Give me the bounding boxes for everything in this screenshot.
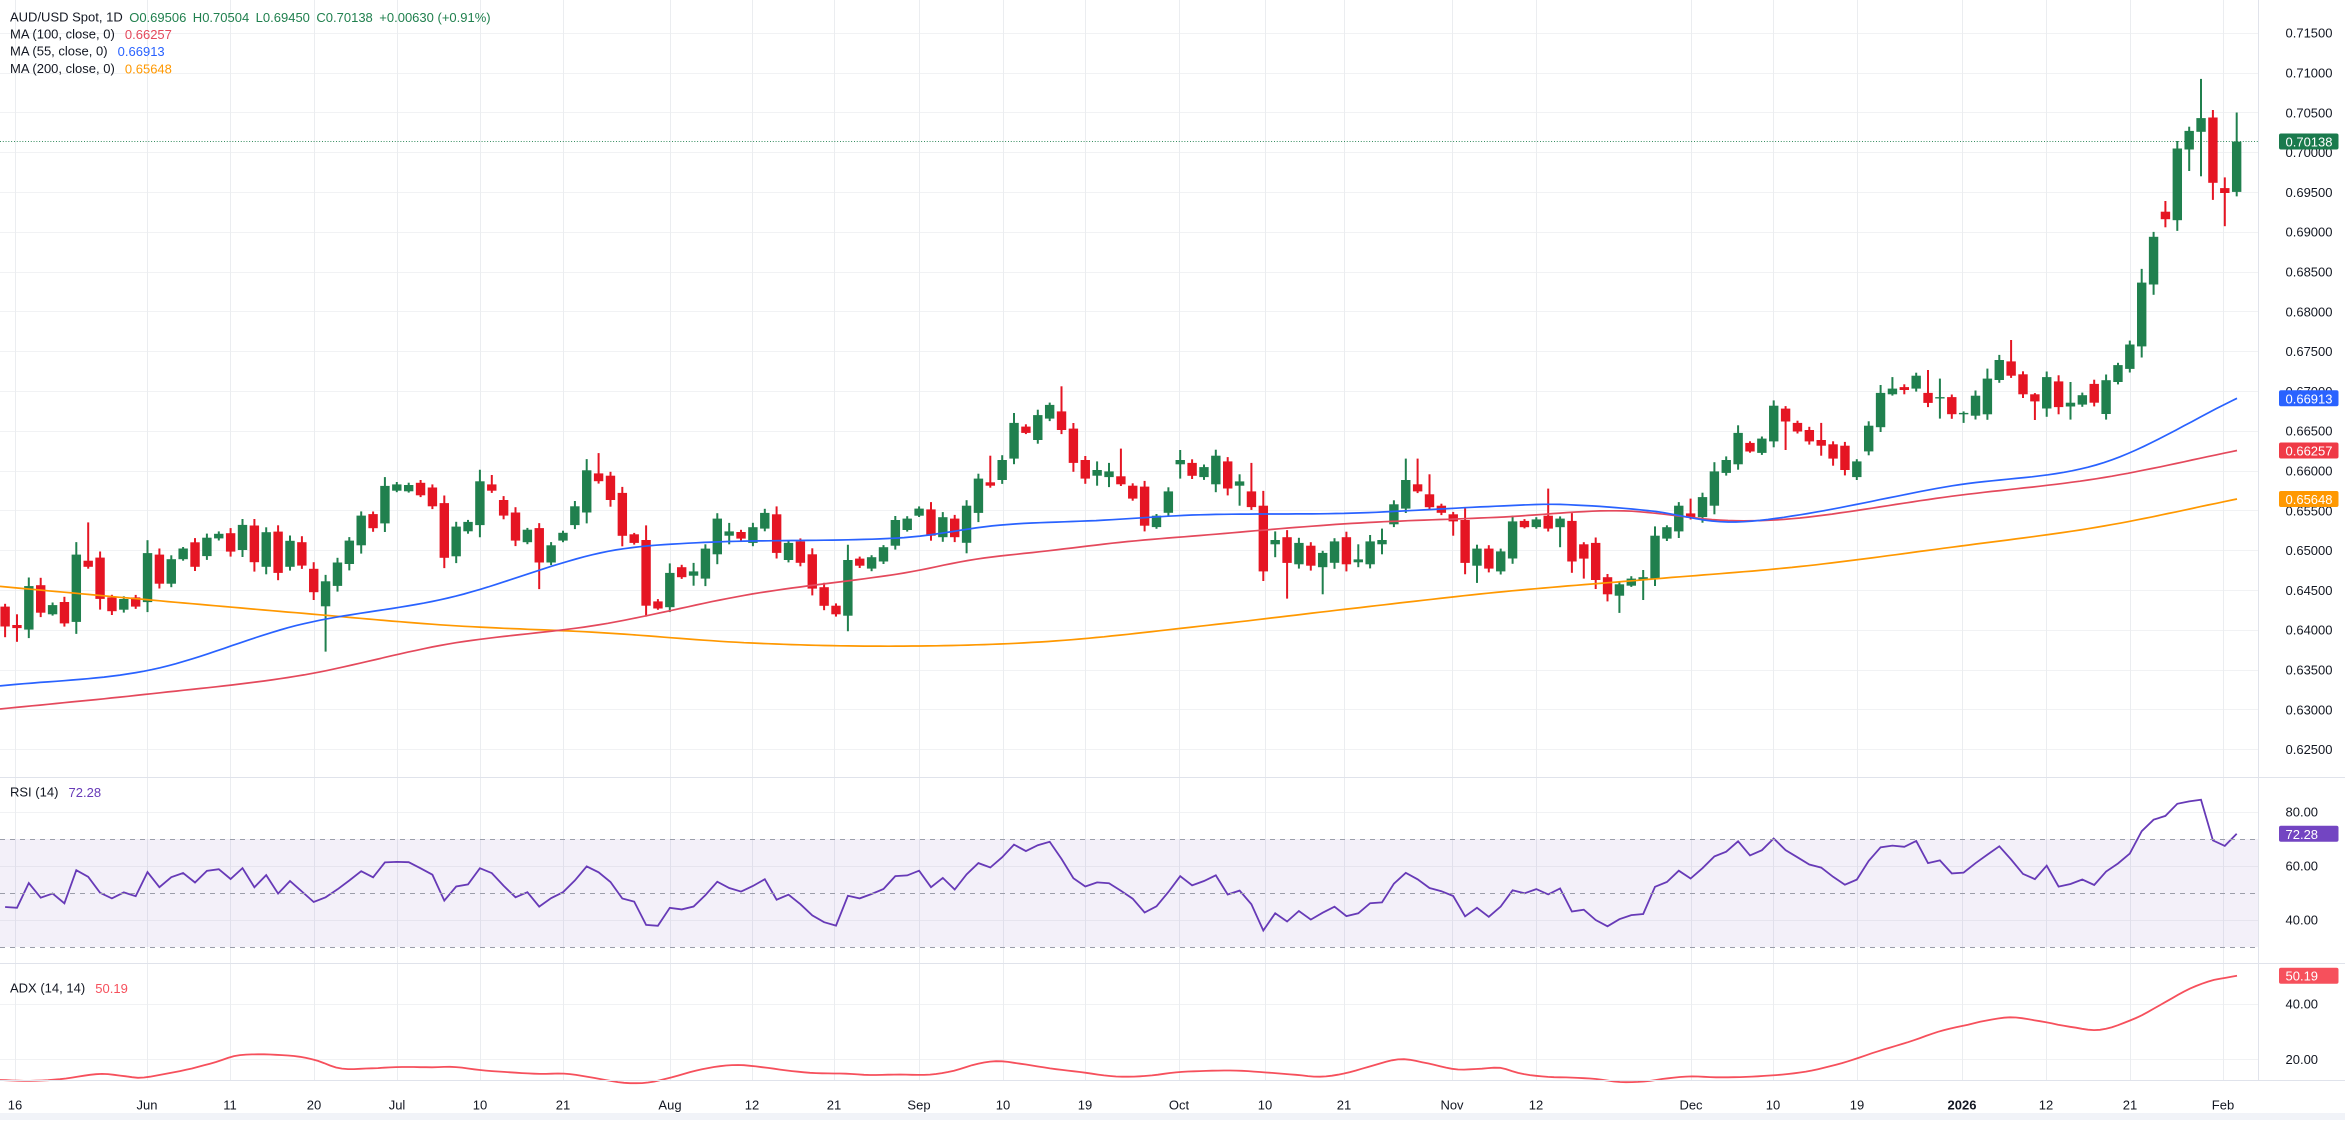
svg-text:MA (200, close, 0) 0.65648: MA (200, close, 0) 0.65648 [10,61,172,76]
svg-text:Nov: Nov [1440,1098,1464,1113]
svg-text:0.68500: 0.68500 [2286,265,2333,280]
svg-text:0.64000: 0.64000 [2286,623,2333,638]
svg-text:0.71000: 0.71000 [2286,66,2333,81]
svg-text:0.66000: 0.66000 [2286,464,2333,479]
svg-text:20.00: 20.00 [2286,1052,2319,1067]
svg-text:60.00: 60.00 [2286,859,2319,874]
svg-text:21: 21 [1337,1098,1351,1113]
svg-text:21: 21 [827,1098,841,1113]
svg-text:21: 21 [556,1098,570,1113]
svg-text:Jun: Jun [137,1098,158,1113]
svg-text:0.63500: 0.63500 [2286,663,2333,678]
svg-text:0.71500: 0.71500 [2286,26,2333,41]
svg-text:50.19: 50.19 [2286,969,2319,984]
svg-text:Dec: Dec [1679,1098,1703,1113]
svg-text:0.62500: 0.62500 [2286,742,2333,757]
svg-text:10: 10 [1258,1098,1272,1113]
svg-text:19: 19 [1850,1098,1864,1113]
svg-text:0.70138: 0.70138 [2286,135,2333,150]
svg-text:0.68000: 0.68000 [2286,304,2333,319]
svg-text:0.65000: 0.65000 [2286,543,2333,558]
svg-text:80.00: 80.00 [2286,805,2319,820]
svg-text:0.69500: 0.69500 [2286,185,2333,200]
svg-text:10: 10 [1766,1098,1780,1113]
svg-text:Oct: Oct [1169,1098,1190,1113]
svg-text:12: 12 [1529,1098,1543,1113]
svg-text:0.66500: 0.66500 [2286,424,2333,439]
svg-text:72.28: 72.28 [2286,827,2319,842]
svg-text:0.67500: 0.67500 [2286,344,2333,359]
svg-text:40.00: 40.00 [2286,913,2319,928]
svg-text:0.65648: 0.65648 [2286,492,2333,507]
svg-text:Aug: Aug [658,1098,681,1113]
svg-text:40.00: 40.00 [2286,997,2319,1012]
svg-text:0.70500: 0.70500 [2286,105,2333,120]
svg-text:Sep: Sep [907,1098,930,1113]
svg-text:MA (55, close, 0) 0.66913: MA (55, close, 0) 0.66913 [10,44,165,59]
svg-text:10: 10 [996,1098,1010,1113]
svg-text:20: 20 [307,1098,321,1113]
svg-text:12: 12 [745,1098,759,1113]
svg-text:2026: 2026 [1948,1098,1977,1113]
svg-text:12: 12 [2039,1098,2053,1113]
svg-text:Feb: Feb [2212,1098,2234,1113]
svg-text:0.64500: 0.64500 [2286,583,2333,598]
svg-text:19: 19 [1078,1098,1092,1113]
svg-text:10: 10 [473,1098,487,1113]
svg-text:RSI (14) 72.28: RSI (14) 72.28 [10,785,101,800]
svg-text:16: 16 [8,1098,22,1113]
svg-text:ADX (14, 14) 50.19: ADX (14, 14) 50.19 [10,981,128,996]
svg-text:21: 21 [2123,1098,2137,1113]
svg-text:0.66257: 0.66257 [2286,444,2333,459]
svg-text:MA (100, close, 0) 0.66257: MA (100, close, 0) 0.66257 [10,27,172,42]
svg-text:0.69000: 0.69000 [2286,225,2333,240]
svg-text:0.66913: 0.66913 [2286,391,2333,406]
svg-text:Jul: Jul [389,1098,406,1113]
svg-text:AUD/USD Spot, 1D O0.69506 H0.7: AUD/USD Spot, 1D O0.69506 H0.70504 L0.69… [10,10,491,25]
svg-text:0.63000: 0.63000 [2286,702,2333,717]
svg-text:0.65500: 0.65500 [2286,503,2333,518]
svg-text:11: 11 [223,1098,237,1113]
